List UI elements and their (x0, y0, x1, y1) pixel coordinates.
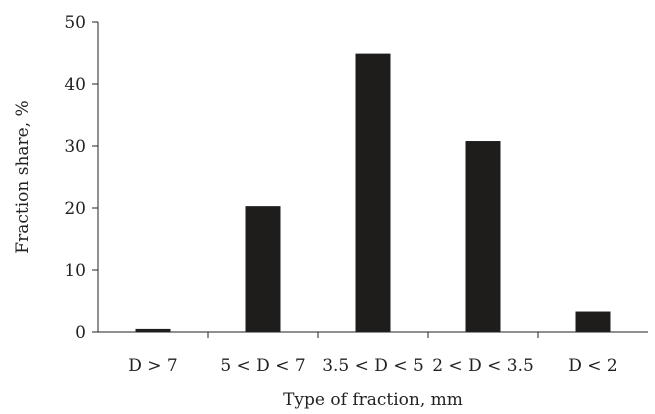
y-tick-label: 40 (64, 75, 86, 95)
y-tick-label: 0 (75, 323, 86, 343)
y-tick-label: 10 (64, 261, 86, 281)
y-tick-label: 20 (64, 199, 86, 219)
bars (135, 53, 611, 333)
bar (575, 311, 611, 332)
x-tick-label: 5 < D < 7 (220, 356, 305, 376)
y-tick-label: 30 (64, 137, 86, 157)
y-tick-label: 50 (64, 13, 86, 33)
bar (465, 141, 501, 332)
bar (245, 206, 281, 332)
x-axis-ticks: D > 7 5 < D < 7 3.5 < D < 5 2 < D < 3.5 D < … (128, 332, 618, 376)
y-axis-ticks: 0 10 20 30 40 50 (64, 13, 98, 343)
bar (135, 328, 171, 332)
x-tick-label: D > 7 (128, 356, 178, 376)
x-tick-label: 2 < D < 3.5 (432, 356, 534, 376)
x-axis-title: Type of fraction, mm (283, 390, 463, 410)
bar (355, 53, 391, 333)
y-axis-title: Fraction share, % (13, 100, 33, 253)
x-tick-label: 3.5 < D < 5 (322, 356, 424, 376)
x-tick-label: D < 2 (568, 356, 618, 376)
